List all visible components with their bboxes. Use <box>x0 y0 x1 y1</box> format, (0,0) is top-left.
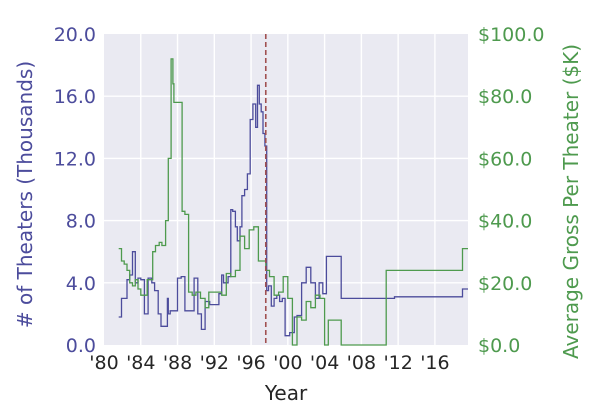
x-tick-label: '04 <box>310 352 339 374</box>
left-y-tick-label: 16.0 <box>54 86 96 108</box>
right-y-axis-title: Average Gross Per Theater ($K) <box>559 44 583 359</box>
grid-lines <box>104 34 468 345</box>
x-tick-label: '96 <box>236 352 265 374</box>
x-tick-label: '00 <box>273 352 302 374</box>
right-y-tick-labels: $0.0 $20.0 $40.0 $60.0 $80.0 $100.0 <box>478 24 544 357</box>
x-tick-label: '88 <box>163 352 192 374</box>
x-tick-labels: '80 '84 '88 '92 '96 '00 '04 '08 '12 '16 <box>89 352 449 374</box>
x-tick-label: '16 <box>420 352 449 374</box>
series-lines <box>118 58 468 346</box>
left-y-axis-title: # of Theaters (Thousands) <box>13 61 37 328</box>
right-y-tick-label: $40.0 <box>478 211 532 233</box>
left-y-tick-label: 4.0 <box>66 273 96 295</box>
theaters-series-line <box>118 84 468 337</box>
left-y-tick-labels: 0.0 4.0 8.0 12.0 16.0 20.0 <box>54 24 96 357</box>
right-y-tick-label: $20.0 <box>478 273 532 295</box>
left-y-tick-label: 0.0 <box>66 335 96 357</box>
right-y-tick-label: $80.0 <box>478 86 532 108</box>
right-y-tick-label: $0.0 <box>478 335 520 357</box>
right-y-tick-label: $60.0 <box>478 148 532 170</box>
plot-background <box>104 34 468 345</box>
left-y-tick-label: 20.0 <box>54 24 96 46</box>
x-tick-label: '84 <box>126 352 155 374</box>
x-axis-title: Year <box>264 381 308 405</box>
x-tick-label: '12 <box>383 352 412 374</box>
x-tick-label: '80 <box>89 352 118 374</box>
right-y-tick-label: $100.0 <box>478 24 544 46</box>
x-tick-label: '08 <box>347 352 376 374</box>
left-y-tick-label: 8.0 <box>66 211 96 233</box>
gross-series-line <box>118 58 468 346</box>
x-tick-label: '92 <box>200 352 229 374</box>
left-y-tick-label: 12.0 <box>54 148 96 170</box>
